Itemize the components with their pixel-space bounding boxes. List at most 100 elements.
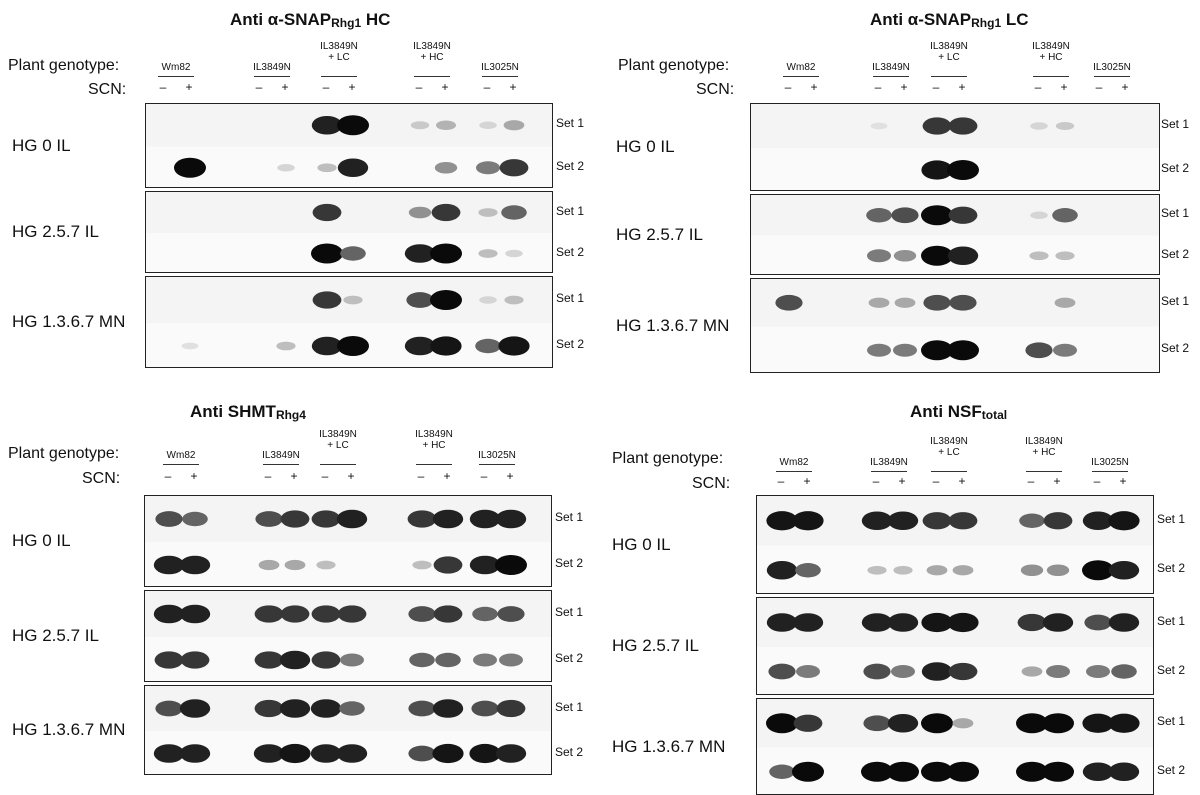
panel-title-subscript: Rhg1	[331, 16, 361, 30]
set-label: Set 2	[1157, 663, 1185, 677]
scn-label: SCN:	[88, 81, 126, 99]
protein-band	[180, 605, 210, 624]
scn-minus-sign: –	[162, 469, 174, 483]
protein-band	[795, 563, 821, 577]
protein-band	[496, 744, 526, 763]
set-label: Set 2	[556, 245, 584, 259]
protein-band	[953, 565, 974, 575]
scn-label: SCN:	[82, 470, 120, 488]
protein-band	[1043, 613, 1073, 632]
protein-band	[316, 561, 335, 570]
panel-title-subscript: Rhg1	[971, 16, 1001, 30]
protein-band	[1046, 665, 1070, 678]
protein-band	[174, 158, 206, 178]
protein-band	[313, 204, 342, 221]
genotype-column-label: IL3849N+ HC	[394, 429, 474, 451]
blot-bands	[145, 686, 552, 775]
genotype-underline	[776, 471, 812, 472]
set-label: Set 2	[556, 159, 584, 173]
protein-band	[767, 613, 797, 632]
protein-band	[339, 701, 365, 715]
scn-plus-sign: +	[279, 80, 291, 94]
set-label: Set 1	[1161, 206, 1189, 220]
protein-band	[432, 204, 461, 221]
genotype-underline	[263, 464, 299, 465]
protein-band	[867, 249, 891, 262]
protein-band	[337, 115, 369, 135]
protein-band	[311, 244, 343, 264]
genotype-column-label: IL3849N+ HC	[1004, 436, 1084, 458]
set-label: Set 2	[1161, 341, 1189, 355]
protein-band	[1042, 713, 1074, 733]
panel-title-main: Anti α-SNAP	[870, 10, 971, 29]
protein-band	[792, 762, 824, 782]
panel-title: Anti SHMTRhg4	[190, 402, 306, 422]
protein-band	[766, 713, 798, 733]
protein-band	[495, 555, 527, 575]
protein-band	[1042, 762, 1074, 782]
panel-title-subscript: Rhg4	[276, 408, 306, 422]
protein-band	[887, 762, 919, 782]
set-label: Set 1	[555, 605, 583, 619]
protein-band	[280, 651, 310, 670]
scn-minus-sign: –	[157, 80, 169, 94]
protein-band	[1086, 665, 1110, 678]
hg-type-label: HG 2.5.7 IL	[12, 626, 99, 646]
genotype-underline	[1092, 471, 1128, 472]
protein-band	[888, 613, 918, 632]
protein-band	[470, 510, 500, 529]
protein-band	[947, 762, 979, 782]
protein-band	[1055, 251, 1074, 260]
genotype-underline	[1026, 471, 1062, 472]
protein-band	[430, 290, 462, 310]
protein-band	[504, 120, 525, 130]
protein-band	[280, 699, 310, 718]
protein-band	[154, 556, 184, 575]
protein-band	[1108, 714, 1139, 733]
protein-band	[949, 512, 978, 529]
protein-band	[281, 510, 310, 527]
protein-band	[312, 651, 341, 668]
set-label: Set 1	[556, 291, 584, 305]
scn-minus-sign: –	[253, 80, 265, 94]
protein-band	[476, 161, 500, 174]
genotype-column-label: IL3849N+ LC	[298, 429, 378, 451]
protein-band	[504, 296, 523, 305]
protein-band	[1055, 298, 1076, 308]
protein-band	[1111, 664, 1137, 678]
protein-band	[155, 651, 184, 668]
hg-type-label: HG 1.3.6.7 MN	[612, 737, 725, 757]
scn-plus-sign: +	[956, 80, 968, 94]
protein-band	[1109, 613, 1139, 632]
hg-type-label: HG 2.5.7 IL	[612, 636, 699, 656]
protein-band	[181, 651, 210, 668]
protein-band	[498, 336, 529, 355]
protein-band	[276, 342, 295, 351]
protein-band	[409, 653, 435, 667]
protein-band	[1109, 561, 1139, 580]
protein-band	[155, 511, 182, 527]
protein-band	[949, 295, 976, 311]
blot-bands	[146, 192, 553, 273]
set-label: Set 1	[1161, 117, 1189, 131]
protein-band	[433, 699, 463, 718]
panel-title-main: Anti NSF	[910, 402, 982, 421]
genotype-underline	[163, 464, 199, 465]
protein-band	[867, 344, 891, 357]
scn-minus-sign: –	[872, 80, 884, 94]
set-label: Set 1	[555, 510, 583, 524]
scn-minus-sign: –	[1091, 474, 1103, 488]
scn-minus-sign: –	[930, 474, 942, 488]
protein-band	[1019, 514, 1045, 528]
panel-title: Anti α-SNAPRhg1 HC	[230, 10, 390, 30]
protein-band	[1052, 208, 1078, 222]
plant-genotype-label: Plant genotype:	[8, 57, 119, 75]
protein-band	[313, 291, 342, 308]
protein-band	[182, 343, 199, 350]
protein-band	[888, 714, 918, 733]
protein-band	[1108, 511, 1139, 530]
panel-title-suffix: LC	[1001, 10, 1028, 29]
genotype-column-label: IL3849N+ LC	[299, 41, 379, 63]
blot-image	[145, 276, 553, 368]
